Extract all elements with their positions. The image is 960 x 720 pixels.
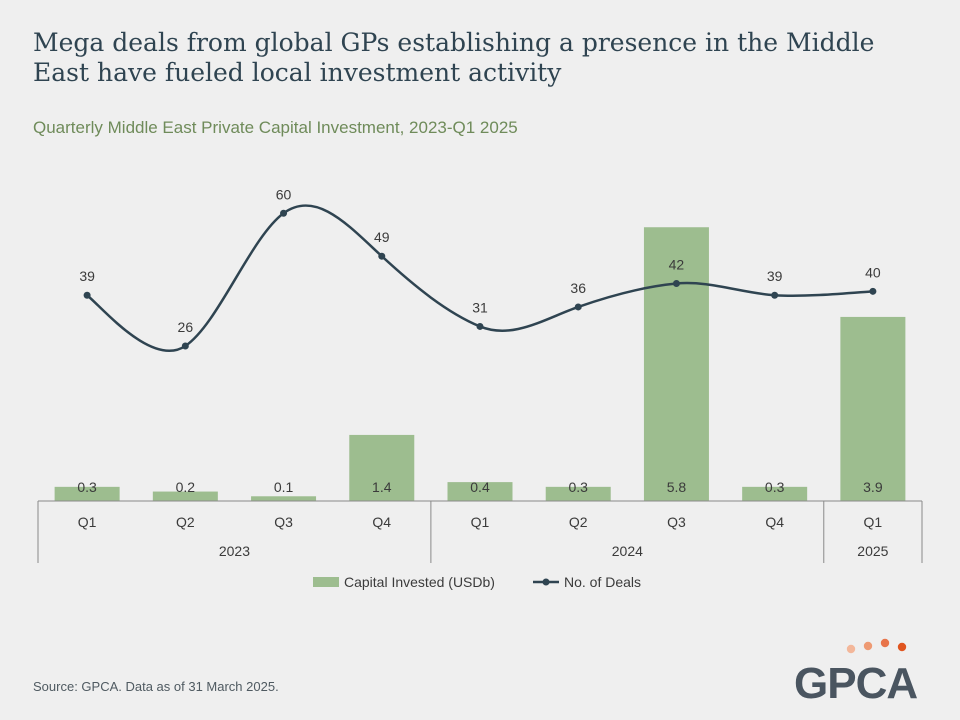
logo-dot [846, 644, 856, 654]
logo-dot [863, 641, 873, 651]
line-data-label: 36 [570, 280, 586, 296]
chart-subtitle: Quarterly Middle East Private Capital In… [33, 118, 518, 137]
bar-data-label: 0.2 [176, 479, 196, 495]
x-tick-label: Q4 [372, 514, 391, 530]
bar-data-label: 5.8 [667, 479, 687, 495]
bar-data-label: 0.3 [77, 479, 97, 495]
bar [742, 486, 808, 501]
bar [447, 482, 513, 501]
x-group-label: 2025 [857, 543, 888, 559]
deals-marker [83, 291, 91, 299]
line-data-label: 39 [79, 268, 95, 284]
deals-marker [771, 291, 779, 299]
chart-title: Mega deals from global GPs establishing … [33, 28, 875, 87]
legend-marker-deals [542, 578, 550, 586]
deals-marker [476, 322, 484, 330]
line-data-label: 31 [472, 299, 488, 315]
bar [349, 434, 415, 501]
bar-data-label: 0.3 [765, 479, 785, 495]
bar-data-label: 0.1 [274, 479, 294, 495]
x-tick-label: Q4 [765, 514, 784, 530]
bar-data-label: 1.4 [372, 479, 392, 495]
bar [54, 486, 120, 501]
bar [152, 491, 218, 501]
line-data-label: 40 [865, 264, 881, 280]
legend-label-capital: Capital Invested (USDb) [344, 574, 495, 590]
bar-data-label: 3.9 [863, 479, 883, 495]
legend-label-deals: No. of Deals [564, 574, 641, 590]
line-data-label: 49 [374, 229, 390, 245]
svg-text:GPCA: GPCA [794, 659, 917, 706]
legend-swatch-capital [313, 577, 339, 587]
x-tick-label: Q1 [864, 514, 883, 530]
bar [643, 227, 709, 502]
deals-marker [181, 342, 189, 350]
logo-dot [897, 642, 907, 652]
x-tick-label: Q2 [569, 514, 588, 530]
x-tick-label: Q1 [78, 514, 97, 530]
x-group-label: 2023 [219, 543, 250, 559]
deals-marker [574, 303, 582, 311]
gpca-logo: GPCA [794, 638, 918, 706]
bar [251, 496, 317, 501]
source-note: Source: GPCA. Data as of 31 March 2025. [33, 679, 279, 694]
logo-dot [880, 638, 890, 648]
deals-marker [378, 252, 386, 260]
combo-chart: 0.3 0.2 0.1 1.4 0.4 0.3 5.8 0.3 3.9 Q1 Q2 Q3 Q4 Q1 Q2 Q… [37, 186, 923, 590]
deals-line [86, 204, 873, 352]
x-tick-label: Q2 [176, 514, 195, 530]
deals-marker [280, 209, 288, 217]
x-tick-label: Q3 [667, 514, 686, 530]
deals-marker [869, 287, 877, 295]
bar-data-label: 0.3 [568, 479, 588, 495]
x-group-label: 2024 [612, 543, 643, 559]
x-tick-label: Q3 [274, 514, 293, 530]
line-data-label: 26 [178, 319, 194, 335]
bar-data-label: 0.4 [470, 479, 490, 495]
deals-marker [672, 280, 680, 288]
bar [545, 486, 611, 501]
bar [840, 316, 906, 501]
line-data-label: 39 [767, 268, 783, 284]
line-data-label: 42 [669, 257, 685, 273]
x-tick-label: Q1 [471, 514, 490, 530]
line-data-label: 60 [276, 186, 292, 202]
